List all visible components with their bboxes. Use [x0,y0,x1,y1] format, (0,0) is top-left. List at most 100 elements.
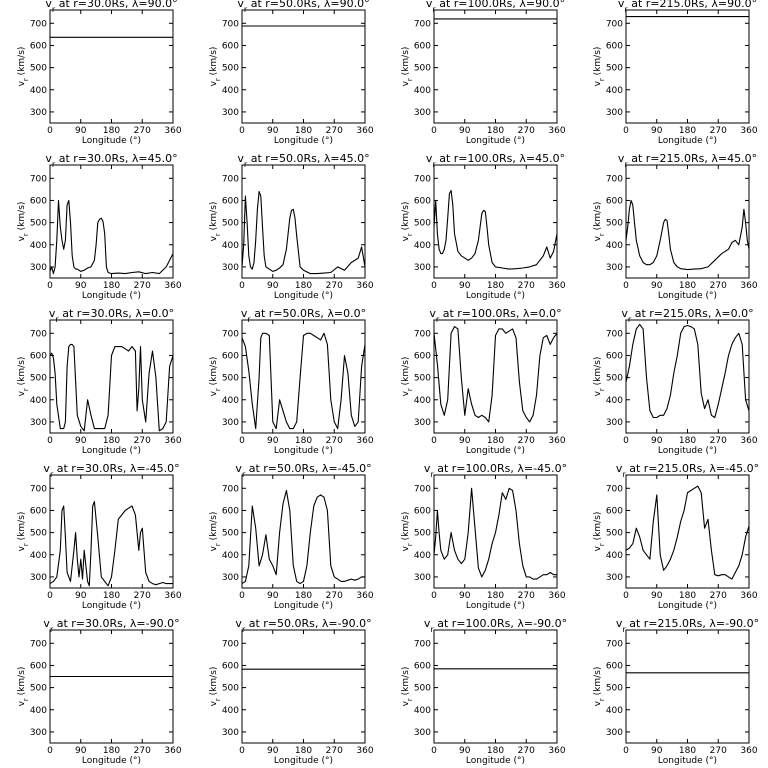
x-tick-label: 90 [651,126,663,136]
x-tick-label: 180 [487,436,504,446]
y-tick-label: 600 [606,661,623,671]
panel-title: vr at r=100.0Rs, λ=-45.0° [424,462,567,479]
x-tick-label: 360 [164,591,181,601]
x-axis-label: Longitude (°) [82,601,141,611]
panel-title: vr at r=100.0Rs, λ=-90.0° [424,617,567,634]
x-tick-label: 0 [431,436,437,446]
y-axis-label: vr (km/s) [209,202,222,242]
x-tick-label: 90 [267,746,279,756]
x-tick-label: 180 [487,591,504,601]
y-tick-label: 400 [414,86,431,96]
panel-title: vr at r=30.0Rs, λ=45.0° [45,152,177,169]
x-tick-label: 0 [431,126,437,136]
x-axis-label: Longitude (°) [82,291,141,301]
y-tick-label: 500 [30,374,47,384]
y-tick-label: 600 [606,41,623,51]
y-tick-label: 400 [30,86,47,96]
panel-title: vr at r=215.0Rs, λ=-90.0° [616,617,759,634]
x-tick-label: 0 [239,591,245,601]
y-tick-label: 600 [222,196,239,206]
series-line [242,489,365,585]
y-tick-label: 700 [222,19,239,29]
y-tick-label: 600 [30,351,47,361]
x-tick-label: 360 [548,281,565,291]
x-tick-label: 360 [740,591,757,601]
panel-8: vr at r=215.0Rs, λ=45.0° 0 90 180 270 360 300 4… [593,152,758,301]
y-tick-label: 700 [414,639,431,649]
x-axis-label: Longitude (°) [82,756,141,766]
y-tick-label: 700 [222,639,239,649]
y-tick-label: 300 [414,263,431,273]
x-tick-label: 180 [103,746,120,756]
plot-frame [241,9,366,124]
y-tick-label: 500 [606,64,623,74]
plot-frame [625,629,750,744]
x-tick-label: 0 [623,436,629,446]
y-tick-label: 500 [414,219,431,229]
x-tick-label: 270 [326,436,343,446]
panel-title: vr at r=30.0Rs, λ=0.0° [49,307,174,324]
x-tick-label: 270 [710,126,727,136]
y-tick-label: 400 [414,396,431,406]
y-axis-label: vr (km/s) [17,512,30,552]
y-tick-label: 300 [606,263,623,273]
y-tick-label: 600 [30,661,47,671]
y-tick-label: 300 [30,263,47,273]
x-tick-label: 0 [47,591,53,601]
y-tick-label: 500 [414,374,431,384]
x-tick-label: 180 [679,591,696,601]
y-tick-label: 700 [30,329,47,339]
y-tick-label: 700 [414,484,431,494]
series-line [50,199,173,275]
series-line [242,191,365,275]
x-tick-label: 90 [267,281,279,291]
y-tick-label: 700 [30,174,47,184]
plot-frame [241,629,366,744]
series-line [50,501,173,587]
x-tick-label: 180 [103,126,120,136]
plot-frame [241,164,366,279]
x-axis-label: Longitude (°) [274,136,333,146]
x-tick-label: 90 [75,126,87,136]
y-tick-label: 400 [414,241,431,251]
panel-11: vr at r=100.0Rs, λ=0.0° 0 90 180 270 360 300 40… [401,307,566,456]
y-axis-label: vr (km/s) [401,357,414,397]
y-tick-label: 500 [606,219,623,229]
x-axis-label: Longitude (°) [82,136,141,146]
x-tick-label: 360 [740,281,757,291]
y-tick-label: 300 [222,263,239,273]
y-tick-label: 400 [606,241,623,251]
x-tick-label: 180 [295,591,312,601]
y-tick-label: 300 [414,728,431,738]
y-axis-label: vr (km/s) [401,512,414,552]
y-tick-label: 400 [222,396,239,406]
y-tick-label: 300 [606,573,623,583]
x-tick-label: 180 [679,746,696,756]
x-tick-label: 270 [710,436,727,446]
x-axis-label: Longitude (°) [658,446,717,456]
y-tick-label: 500 [414,64,431,74]
y-tick-label: 600 [30,506,47,516]
x-tick-label: 180 [295,126,312,136]
y-axis-label: vr (km/s) [593,512,606,552]
panel-15: vr at r=100.0Rs, λ=-45.0° 0 90 180 270 360 300… [401,462,567,611]
y-tick-label: 300 [30,573,47,583]
x-tick-label: 270 [710,746,727,756]
x-tick-label: 90 [459,746,471,756]
y-tick-label: 600 [414,661,431,671]
panel-17: vr at r=30.0Rs, λ=-90.0° 0 90 180 270 360 300 4… [17,617,182,766]
y-tick-label: 700 [606,484,623,494]
y-tick-label: 400 [414,706,431,716]
y-tick-label: 300 [414,573,431,583]
panel-4: vr at r=215.0Rs, λ=90.0° 0 90 180 270 360 300 4… [593,0,758,146]
x-tick-label: 180 [295,746,312,756]
y-tick-label: 700 [606,639,623,649]
y-tick-label: 600 [606,196,623,206]
x-tick-label: 90 [459,126,471,136]
panel-title: vr at r=30.0Rs, λ=-90.0° [43,617,179,634]
y-tick-label: 600 [606,506,623,516]
y-tick-label: 400 [222,706,239,716]
x-tick-label: 90 [267,126,279,136]
y-tick-label: 600 [222,661,239,671]
y-tick-label: 700 [414,174,431,184]
